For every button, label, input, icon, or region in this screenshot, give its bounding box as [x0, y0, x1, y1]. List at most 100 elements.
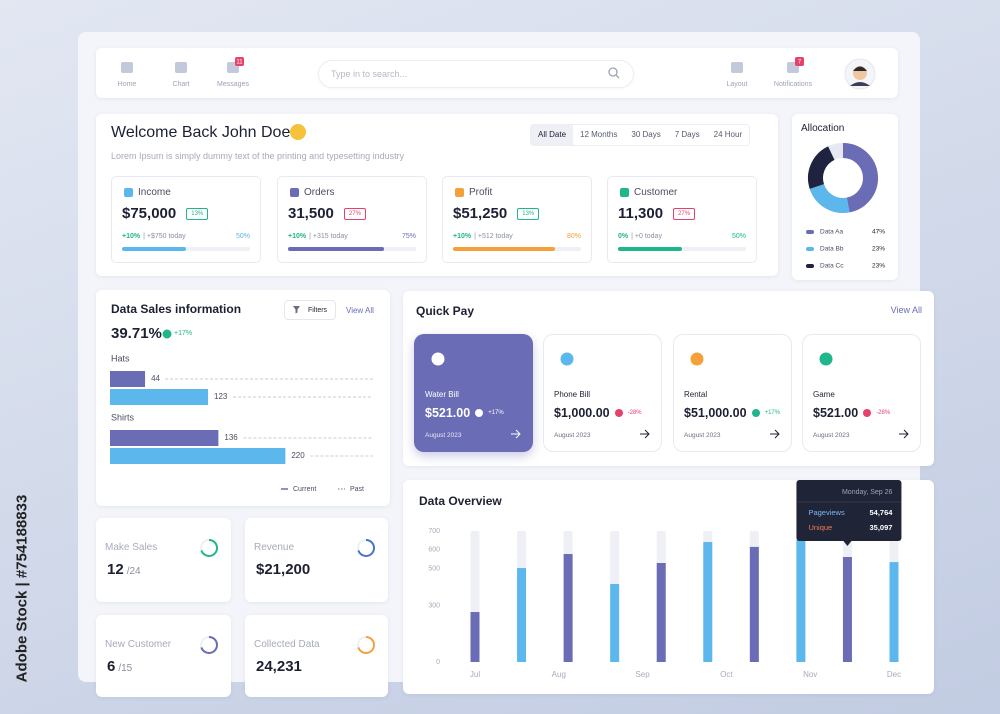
sales-card — [96, 290, 390, 506]
pay-change-dot — [751, 409, 760, 417]
stat-label: Orders — [304, 187, 335, 198]
stat-card — [277, 176, 427, 263]
summary-label: Revenue — [254, 542, 295, 553]
pay-change-dot — [614, 409, 623, 417]
stat-badge: 27% — [673, 207, 696, 220]
nav-label[interactable]: Home — [117, 81, 137, 88]
summary-value-row: 6/15 — [107, 658, 132, 675]
summary-value-row: $21,200 — [256, 561, 310, 578]
stat-label: Profit — [469, 187, 493, 198]
pay-name: Water Bill — [425, 390, 459, 399]
pay-date: August 2023 — [554, 432, 591, 439]
stat-today-row: +10% | +315 today 75% — [288, 233, 416, 240]
stat-today: | +315 today — [309, 233, 348, 240]
quick-pay-view-all[interactable]: View All — [890, 305, 922, 315]
search-box[interactable]: Type in to search... — [318, 60, 634, 88]
filter-option[interactable]: All Date — [531, 125, 574, 145]
stat-today: | +512 today — [474, 233, 513, 240]
pay-change-dot — [863, 409, 872, 417]
summary-label: Make Sales — [105, 542, 158, 553]
stat-today-row: +10% | +$750 today 50% — [122, 233, 250, 240]
pay-change: +17% — [488, 410, 504, 416]
stat-value-row: $75,000 13% — [122, 205, 209, 222]
filter-option[interactable]: 12 Months — [573, 125, 625, 145]
nav-label[interactable]: Layout — [726, 81, 748, 88]
summary-value-row: 12/24 — [107, 561, 141, 578]
pay-name: Rental — [684, 390, 708, 399]
stat-progress-label: 50% — [235, 233, 250, 240]
pay-date: August 2023 — [425, 432, 462, 439]
date-filter: All Date 12 Months 30 Days 7 Days 24 Hour — [530, 124, 751, 146]
stat-label: Customer — [634, 187, 678, 198]
progress-track — [618, 247, 746, 251]
stat-value-row: 11,300 27% — [618, 205, 696, 222]
allocation-title: Allocation — [801, 123, 845, 134]
pay-name: Game — [813, 390, 835, 399]
filter-option[interactable]: 24 Hour — [706, 125, 750, 145]
pay-change-dot — [475, 409, 484, 417]
pay-date: August 2023 — [813, 432, 850, 439]
pay-amount: $521.00 — [425, 406, 471, 420]
search-placeholder: Type in to search... — [331, 69, 408, 79]
stat-value: 11,300 — [618, 205, 664, 222]
stat-today-row: 0% | +0 today 50% — [618, 233, 746, 240]
pay-change: -28% — [627, 410, 642, 416]
summary-card — [96, 518, 231, 602]
pay-amount-row: $521.00 -28% — [813, 406, 890, 420]
summary-value: $21,200 — [256, 561, 311, 578]
stat-today-change: +10% — [288, 233, 307, 240]
stat-value: 31,500 — [288, 205, 334, 222]
stat-today-change: +10% — [453, 233, 472, 240]
summary-suffix: /15 — [118, 663, 133, 674]
filter-option[interactable]: 30 Days — [624, 125, 668, 145]
overview-title: Data Overview — [419, 494, 502, 508]
stat-progress-label: 50% — [731, 233, 746, 240]
allocation-card — [792, 114, 898, 280]
nav-bar — [96, 48, 898, 98]
stat-today-change: +10% — [122, 233, 141, 240]
stat-progress-label: 80% — [566, 233, 581, 240]
watermark: Adobe Stock | #754188833 — [13, 494, 31, 683]
nav-label[interactable]: Messages — [217, 81, 249, 88]
progress-fill — [618, 247, 682, 251]
quick-pay-title: Quick Pay — [416, 304, 475, 318]
pay-amount-row: $51,000.00 +17% — [684, 406, 780, 420]
pay-amount: $521.00 — [813, 406, 859, 420]
stat-progress-label: 75% — [401, 233, 416, 240]
sales-headline: 39.71% — [111, 325, 162, 342]
summary-value: 12 — [107, 561, 124, 578]
stat-badge: 13% — [186, 207, 209, 220]
nav-label[interactable]: Notifications — [773, 81, 813, 88]
pay-date: August 2023 — [684, 432, 721, 439]
summary-card — [245, 518, 388, 602]
sales-view-all[interactable]: View All — [346, 306, 374, 315]
stat-label: Income — [138, 187, 171, 198]
stat-badge: 13% — [517, 207, 540, 220]
filter-option[interactable]: 7 Days — [667, 125, 707, 145]
pay-amount: $1,000.00 — [554, 406, 610, 420]
summary-card — [96, 615, 231, 697]
sales-title: Data Sales information — [111, 302, 242, 316]
filters-button[interactable]: Filters — [284, 300, 336, 320]
stat-today-change: 0% — [618, 233, 629, 240]
summary-value-row: 24,231 — [256, 658, 302, 675]
summary-value: 24,231 — [256, 658, 302, 675]
sales-headline-change: +17% — [174, 330, 193, 337]
summary-suffix: /24 — [126, 566, 141, 577]
stat-card — [442, 176, 592, 263]
pay-amount-row: $521.00 +17% — [425, 406, 504, 420]
stat-value-row: $51,250 13% — [453, 205, 540, 222]
stat-today: | +0 today — [631, 233, 662, 240]
nav-label[interactable]: Chart — [172, 81, 190, 88]
pay-amount: $51,000.00 — [684, 406, 747, 420]
stat-value: $51,250 — [453, 205, 508, 222]
pay-name: Phone Bill — [554, 390, 591, 399]
stat-value-row: 31,500 27% — [288, 205, 366, 222]
stat-today-row: +10% | +512 today 80% — [453, 233, 581, 240]
stat-badge: 27% — [343, 207, 366, 220]
progress-fill — [453, 247, 556, 251]
progress-fill — [122, 247, 186, 251]
summary-card — [245, 615, 388, 697]
stat-card — [607, 176, 757, 263]
